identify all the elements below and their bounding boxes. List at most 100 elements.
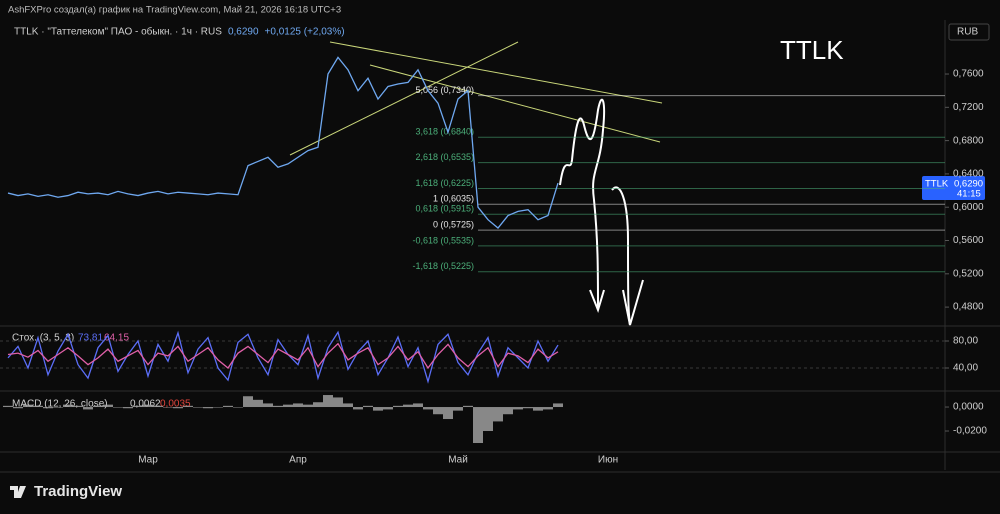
trend-line (289, 41, 519, 156)
y-tick-label: 80,00 (953, 336, 978, 347)
histogram-bar (183, 405, 193, 408)
histogram-bar (273, 405, 283, 408)
histogram-bar (43, 407, 53, 409)
histogram-bar (153, 405, 163, 408)
y-tick-label: 0,6800 (953, 135, 984, 146)
histogram-bar (23, 404, 33, 408)
y-tick-label: 0,7600 (953, 69, 984, 80)
histogram-bar (113, 407, 123, 408)
histogram-bar (313, 402, 323, 408)
histogram-bar (453, 407, 463, 411)
histogram-bar (133, 405, 143, 408)
stoch-k-value: 73,81 (78, 333, 103, 344)
histogram-bar (483, 407, 493, 432)
series-line (7, 330, 559, 384)
x-tick-label: Май (448, 455, 468, 466)
histogram-bar (63, 404, 73, 408)
histogram-bar (93, 405, 103, 408)
histogram-bar (73, 405, 83, 408)
histogram-bar (403, 404, 413, 408)
fib-label: -1,618 (0,5225) (412, 261, 474, 271)
histogram-bar (373, 407, 383, 411)
logo: TradingView (10, 483, 122, 500)
fib-label: 1 (0,6035) (433, 194, 474, 204)
author-line: AshFXPro создал(а) график на TradingView… (8, 5, 341, 16)
histogram-bar (143, 404, 153, 408)
signal-value: 0,0035 (160, 399, 191, 410)
histogram-bar (33, 405, 43, 408)
projection-arrow (559, 98, 606, 311)
histogram-bar (553, 403, 563, 408)
price-tag-countdown: 41:15 (957, 189, 981, 200)
histogram-bar (123, 407, 133, 409)
histogram-bar (423, 407, 433, 410)
histogram-bar (473, 407, 483, 444)
histogram-bar (243, 396, 253, 408)
arrowhead (622, 289, 631, 326)
histogram-bar (533, 407, 543, 411)
currency-box (948, 23, 990, 41)
price-tag-symbol: TTLK (925, 179, 949, 190)
histogram-bar (263, 403, 273, 408)
price-tag-price: 0,6290 (954, 179, 983, 190)
histogram-bar (543, 407, 553, 410)
histogram-bar (383, 407, 393, 410)
histogram-bar (293, 403, 303, 408)
histogram-bar (503, 407, 513, 415)
histogram-bar (83, 407, 93, 410)
currency: RUB (957, 27, 978, 38)
histogram-bar (343, 403, 353, 408)
y-tick-label: 0,6000 (953, 202, 984, 213)
histogram-bar (433, 407, 443, 415)
fib-label: 3,618 (0,6840) (415, 127, 474, 137)
macd-value: 0,0062 (130, 399, 161, 410)
histogram-bar (393, 405, 403, 408)
x-tick-label: Июн (598, 455, 618, 466)
fib-label: 0,618 (0,5915) (415, 204, 474, 214)
y-tick-label: 0,6400 (953, 169, 984, 180)
trend-line (369, 64, 661, 143)
y-tick-label: 0,7200 (953, 102, 984, 113)
histogram-bar (163, 407, 173, 408)
watermark: TTLK (780, 35, 844, 65)
histogram-bar (303, 404, 313, 408)
histogram-bar (493, 407, 503, 422)
histogram-bar (233, 407, 243, 408)
fib-label: 0 (0,5725) (433, 219, 474, 229)
y-tick-label: 0,0000 (953, 402, 984, 413)
y-tick-label: 0,4800 (953, 302, 984, 313)
histogram-bar (353, 407, 363, 410)
histogram-bar (213, 407, 223, 408)
histogram-bar (463, 405, 473, 408)
macd-title: MACD (12, 26, close) (12, 399, 108, 410)
y-tick-label: 0,5200 (953, 268, 984, 279)
histogram-bar (173, 407, 183, 409)
histogram-bar (3, 405, 13, 408)
histogram-bar (443, 407, 453, 420)
fib-label: 2,618 (0,6535) (415, 152, 474, 162)
histogram-bar (13, 407, 23, 409)
series-line (7, 56, 559, 229)
histogram-bar (53, 407, 63, 408)
histogram-bar (283, 404, 293, 408)
trend-line (329, 41, 663, 104)
histogram-bar (413, 403, 423, 408)
x-tick-label: Апр (289, 455, 307, 466)
y-tick-label: -0,0200 (953, 426, 987, 437)
histogram-bar (253, 399, 263, 408)
last-price: 0,6290 (228, 27, 259, 38)
stoch-d-value: 64,15 (104, 333, 129, 344)
histogram-bar (193, 407, 203, 408)
price-tag (922, 176, 985, 200)
histogram-bar (333, 397, 343, 408)
histogram-bar (363, 405, 373, 408)
histogram-bar (323, 395, 333, 408)
brand: TradingView (34, 483, 122, 500)
histogram-bar (103, 404, 113, 408)
symbol-title: TTLK · "Таттелеком" ПАО - обыкн. · 1ч · … (14, 26, 222, 38)
x-tick-label: Мар (138, 455, 158, 466)
histogram-bar (223, 405, 233, 408)
fib-label: 1,618 (0,6225) (415, 178, 474, 188)
